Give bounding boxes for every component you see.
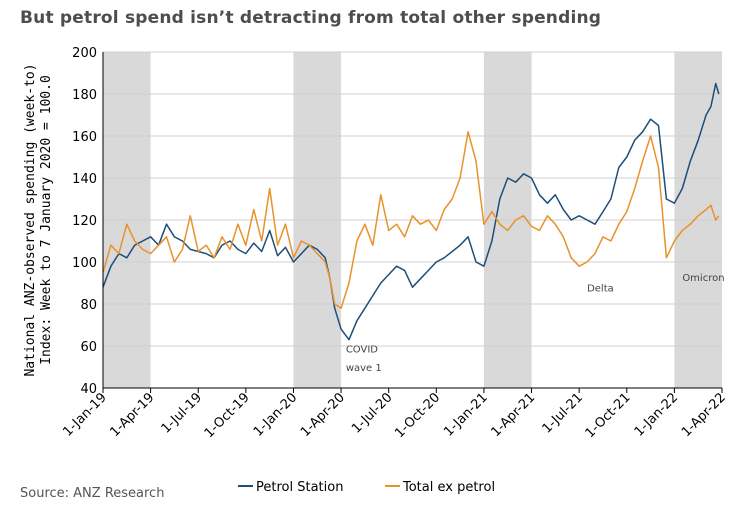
y-tick-label-60: 60 bbox=[80, 340, 97, 355]
x-tick-label-1-Jan-20: 1-Jan-20 bbox=[251, 390, 300, 439]
x-tick-label-1-Oct-21: 1-Oct-21 bbox=[583, 390, 634, 441]
annotation-omicron: Omicron bbox=[682, 273, 724, 284]
x-tick-label-1-Apr-21: 1-Apr-21 bbox=[488, 390, 538, 440]
gridlines bbox=[103, 51, 722, 389]
x-tick-label-1-Jan-19: 1-Jan-19 bbox=[60, 390, 109, 439]
x-tick-label-1-Apr-19: 1-Apr-19 bbox=[108, 390, 158, 440]
x-tick-label-1-Jul-20: 1-Jul-20 bbox=[349, 390, 395, 436]
series-lines bbox=[102, 82, 720, 341]
y-tick-label-80: 80 bbox=[80, 298, 97, 313]
y-axis-label-line2: Index: Week to 7 January 2020 = 100.0 bbox=[39, 75, 54, 365]
x-tick-labels: 1-Jan-191-Apr-19 1-Jul-191-Oct-191-Jan-20… bbox=[60, 390, 728, 441]
y-tick-label-120: 120 bbox=[72, 214, 97, 229]
x-tick-label-1-Jan-21: 1-Jan-21 bbox=[441, 390, 490, 439]
x-tick-label-1-Oct-20: 1-Oct-20 bbox=[392, 390, 443, 441]
annotations: COVID wave 1 Delta Omicron bbox=[346, 273, 725, 374]
y-tick-label-160: 160 bbox=[72, 130, 97, 145]
y-tick-label-140: 140 bbox=[72, 172, 97, 187]
annotation-covid: COVID bbox=[346, 344, 378, 355]
x-tick-label-1-Jul-19: 1-Jul-19 bbox=[159, 390, 205, 436]
y-tick-label-200: 200 bbox=[72, 46, 97, 61]
x-tick-label-1-Jan-22: 1-Jan-22 bbox=[632, 390, 681, 439]
y-tick-label-40: 40 bbox=[80, 382, 97, 397]
y-tick-label-100: 100 bbox=[72, 256, 97, 271]
y-axis-label-line1: National ANZ-observed spending (week-to) bbox=[23, 63, 38, 376]
legend-label-petrol-station: Petrol Station bbox=[256, 480, 343, 495]
annotation-delta: Delta bbox=[587, 283, 614, 294]
x-tick-label-1-Apr-20: 1-Apr-20 bbox=[298, 390, 348, 440]
chart-title: But petrol spend isn’t detracting from t… bbox=[20, 8, 602, 28]
x-tick-label-1-Oct-19: 1-Oct-19 bbox=[202, 390, 253, 441]
legend: Petrol Station Total ex petrol bbox=[238, 480, 495, 495]
x-tick-label-1-Jul-21: 1-Jul-21 bbox=[540, 390, 586, 436]
series-line-petrol-station bbox=[102, 82, 720, 341]
annotation-wave-1: wave 1 bbox=[346, 363, 382, 374]
y-tick-labels: 40 60 80 100 120 140 160 180 200 bbox=[72, 46, 97, 397]
axes bbox=[102, 52, 723, 393]
x-tick-label-1-Apr-22: 1-Apr-22 bbox=[679, 390, 729, 440]
series-line-total-ex-petrol bbox=[102, 131, 720, 309]
source-note: Source: ANZ Research bbox=[20, 486, 165, 501]
legend-label-total-ex-petrol: Total ex petrol bbox=[402, 480, 495, 495]
y-tick-label-180: 180 bbox=[72, 88, 97, 103]
